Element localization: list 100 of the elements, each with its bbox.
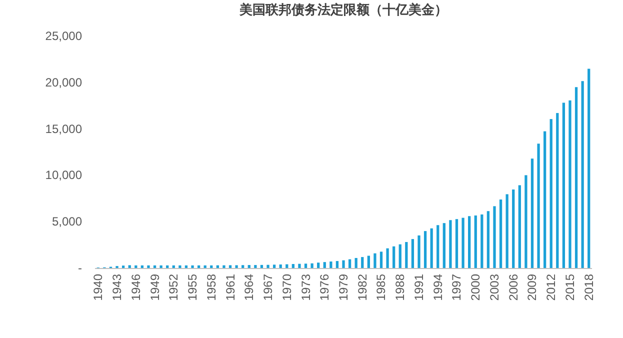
bar xyxy=(493,206,496,268)
bar xyxy=(543,131,546,268)
bar xyxy=(184,265,188,268)
y-tick-label: - xyxy=(78,261,82,275)
bar xyxy=(166,265,169,268)
bar xyxy=(506,194,508,268)
x-tick-label: 1964 xyxy=(242,274,256,301)
x-tick-label: 1967 xyxy=(261,274,276,301)
x-tick-label: 2006 xyxy=(506,274,520,301)
y-tick-label: 15,000 xyxy=(45,122,82,136)
bar xyxy=(462,218,464,268)
bar xyxy=(512,189,515,268)
bar xyxy=(298,264,301,268)
x-tick-label: 1952 xyxy=(166,274,181,301)
bar xyxy=(581,81,584,268)
x-tick-label: 1976 xyxy=(318,274,332,301)
bar xyxy=(134,265,138,268)
x-tick-label: 1940 xyxy=(91,274,106,301)
bar xyxy=(474,215,477,268)
bar xyxy=(405,242,408,268)
x-tick-label: 2000 xyxy=(468,274,483,301)
x-tick-label: 1982 xyxy=(355,274,370,301)
y-tick-label: 25,000 xyxy=(45,29,82,43)
x-tick-label: 1970 xyxy=(280,274,294,301)
bar xyxy=(588,68,590,268)
bar xyxy=(147,265,150,268)
bar xyxy=(354,258,358,268)
x-tick-label: 1988 xyxy=(393,274,408,301)
bar xyxy=(153,265,156,268)
bar xyxy=(430,228,433,268)
bar xyxy=(292,264,294,268)
x-tick-label: 1943 xyxy=(110,274,124,301)
x-tick-label: 2009 xyxy=(525,274,540,301)
x-tick-label: 2003 xyxy=(487,274,502,301)
bar xyxy=(574,87,578,268)
x-tick-label: 1991 xyxy=(412,274,426,301)
bar xyxy=(530,158,534,268)
bar xyxy=(222,265,226,268)
x-tick-label: 1958 xyxy=(204,274,218,301)
bar xyxy=(449,220,452,268)
x-tick-label: 1961 xyxy=(223,274,238,301)
x-tick-label: 1949 xyxy=(148,274,162,301)
bar xyxy=(537,144,540,268)
bar xyxy=(455,219,458,268)
x-tick-label: 1997 xyxy=(450,274,464,301)
bar xyxy=(348,259,352,268)
x-tick-label: 1946 xyxy=(128,274,143,301)
bar xyxy=(160,265,162,268)
x-tick-label: 1973 xyxy=(298,274,313,301)
bar xyxy=(442,223,446,268)
bar xyxy=(411,239,414,268)
bar xyxy=(248,265,250,268)
bar xyxy=(228,265,232,268)
bar xyxy=(323,262,326,268)
bar xyxy=(518,185,521,268)
bar xyxy=(266,264,270,268)
bar xyxy=(310,263,314,268)
x-tick-label: 1994 xyxy=(430,274,445,301)
y-tick-label: 10,000 xyxy=(45,168,82,182)
bar xyxy=(556,113,559,268)
bar xyxy=(272,264,276,268)
bar xyxy=(317,262,320,268)
bar xyxy=(361,257,364,268)
bar xyxy=(392,246,396,268)
y-tick-label: 20,000 xyxy=(45,75,82,90)
bar xyxy=(172,265,175,268)
x-tick-label: 2018 xyxy=(582,274,596,301)
bar xyxy=(304,264,308,268)
bar xyxy=(374,253,376,268)
bar xyxy=(562,102,566,268)
x-tick-label: 1955 xyxy=(186,274,200,301)
bar xyxy=(204,265,206,268)
bar xyxy=(330,262,332,268)
bar xyxy=(140,265,144,268)
bar xyxy=(367,256,370,268)
bar xyxy=(499,200,502,268)
bar xyxy=(568,100,572,268)
bar xyxy=(336,261,339,268)
x-tick-label: 2015 xyxy=(562,274,577,301)
bar xyxy=(380,252,383,268)
bar xyxy=(242,265,244,268)
bar xyxy=(254,265,257,268)
bar xyxy=(235,265,238,268)
bar xyxy=(210,265,213,268)
chart-title: 美国联邦债务法定限额（十亿美金） xyxy=(238,2,448,17)
bar xyxy=(342,260,345,268)
bar xyxy=(286,264,288,268)
bar xyxy=(128,265,131,268)
bar xyxy=(486,211,490,268)
y-tick-label: 5,000 xyxy=(52,214,82,229)
bar xyxy=(191,265,194,268)
bar xyxy=(436,225,440,268)
bar xyxy=(197,265,200,268)
bar xyxy=(260,264,264,268)
bar xyxy=(550,119,552,268)
bar xyxy=(386,248,389,268)
bar xyxy=(418,235,420,268)
bar xyxy=(468,216,471,268)
x-tick-label: 1979 xyxy=(336,274,350,301)
bar xyxy=(480,214,484,268)
